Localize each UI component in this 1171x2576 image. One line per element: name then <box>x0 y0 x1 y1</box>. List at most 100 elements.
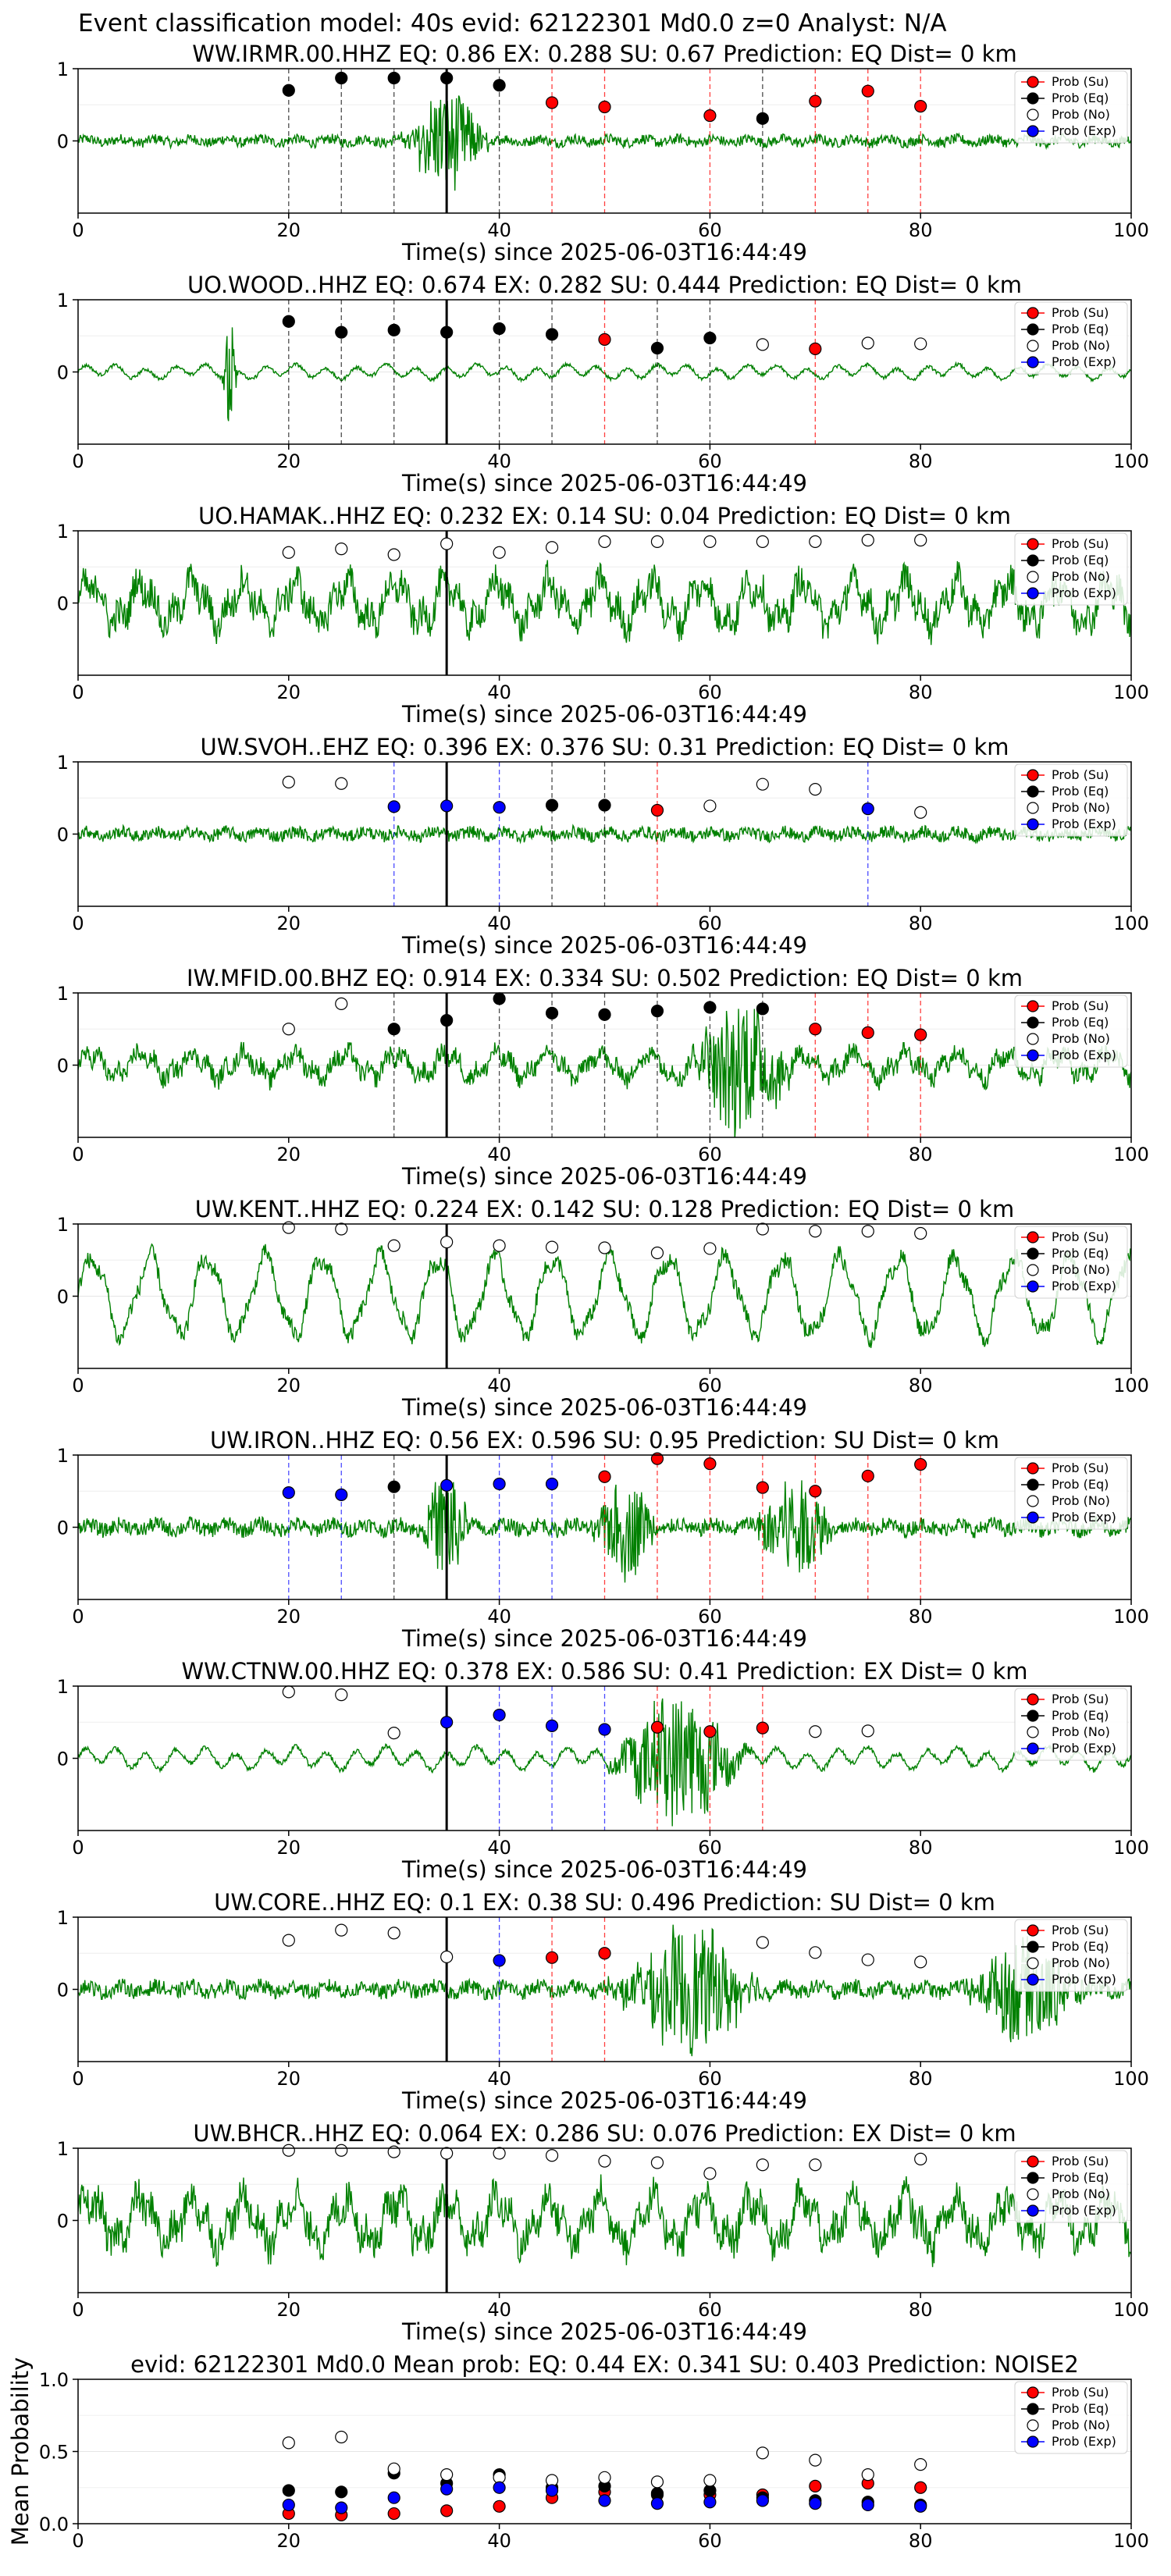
prob-point-no <box>493 1239 506 1252</box>
legend-marker-exp <box>1027 2204 1039 2217</box>
prob-point-no <box>282 1221 295 1234</box>
y-tick-label: 1 <box>57 1907 69 1929</box>
y-tick-label: 0 <box>57 593 69 615</box>
waveform-trace <box>78 1243 1131 1348</box>
y-axis-label: Mean Probability <box>7 2357 34 2546</box>
legend-box <box>1014 763 1128 837</box>
legend-label-su: Prob (Su) <box>1052 767 1109 782</box>
prob-point-su <box>809 94 822 108</box>
prob-point-no <box>387 1239 400 1252</box>
legend: Prob (Su)Prob (Eq)Prob (No)Prob (Exp) <box>1014 1919 1128 1992</box>
prob-point-eq <box>756 1002 769 1016</box>
prob-point-exp <box>598 1723 611 1736</box>
legend-marker-eq <box>1027 1941 1039 1953</box>
prob-point-no <box>335 1222 348 1236</box>
prob-point-su <box>545 1951 559 1964</box>
legend-marker-exp <box>1027 818 1039 831</box>
mean-point-exp <box>440 2482 454 2496</box>
x-tick-label: 20 <box>277 219 301 241</box>
prob-point-no <box>703 2167 717 2180</box>
prob-point-eq <box>493 992 506 1005</box>
panel-title: evid: 62122301 Md0.0 Mean prob: EQ: 0.44… <box>130 2351 1079 2378</box>
legend-marker-exp <box>1027 1511 1039 1524</box>
x-tick-label: 40 <box>487 219 511 241</box>
x-tick-label: 0 <box>72 219 84 241</box>
x-tick-label: 20 <box>277 2299 301 2321</box>
x-tick-label: 80 <box>909 913 933 934</box>
prob-point-no <box>809 535 822 548</box>
prob-point-eq <box>335 71 348 85</box>
legend-label-eq: Prob (Eq) <box>1052 553 1109 568</box>
y-tick-label: 1 <box>57 521 69 543</box>
legend-label-no: Prob (No) <box>1052 1724 1110 1739</box>
x-tick-label: 0 <box>72 2068 84 2090</box>
legend-label-su: Prob (Su) <box>1052 2154 1109 2169</box>
prob-point-eq <box>650 1005 664 1018</box>
x-tick-label: 60 <box>698 2299 722 2321</box>
x-tick-label: 60 <box>698 2530 722 2552</box>
waveform-trace <box>78 1698 1131 1827</box>
prob-point-eq <box>545 328 559 341</box>
prob-point-no <box>650 535 664 548</box>
legend-marker-eq <box>1027 1710 1039 1722</box>
legend-label-su: Prob (Su) <box>1052 74 1109 89</box>
legend-label-eq: Prob (Eq) <box>1052 1939 1109 1954</box>
y-tick-label: 0 <box>57 131 69 153</box>
prob-point-eq <box>282 315 295 328</box>
legend: Prob (Su)Prob (Eq)Prob (No)Prob (Exp) <box>1014 532 1128 606</box>
prob-point-exp <box>282 1485 295 1500</box>
panel-title: UW.KENT..HHZ EQ: 0.224 EX: 0.142 SU: 0.1… <box>195 1196 1014 1222</box>
prob-point-no <box>756 1936 769 1949</box>
prob-point-su <box>598 100 611 114</box>
plot-area <box>78 1917 1131 2062</box>
x-axis-label: Time(s) since 2025-06-03T16:44:49 <box>401 701 807 728</box>
panel-title: WW.IRMR.00.HHZ EQ: 0.86 EX: 0.288 SU: 0.… <box>192 41 1016 67</box>
x-tick-label: 20 <box>277 1606 301 1628</box>
panel-title: UW.BHCR..HHZ EQ: 0.064 EX: 0.286 SU: 0.0… <box>193 2120 1016 2147</box>
panel-title: UW.IRON..HHZ EQ: 0.56 EX: 0.596 SU: 0.95… <box>210 1427 999 1453</box>
x-tick-label: 20 <box>277 1144 301 1165</box>
prob-point-exp <box>493 1954 506 1967</box>
legend-marker-su <box>1027 769 1039 781</box>
legend-label-eq: Prob (Eq) <box>1052 784 1109 799</box>
legend-label-eq: Prob (Eq) <box>1052 1477 1109 1492</box>
prob-point-eq <box>493 79 506 92</box>
prob-point-no <box>282 1685 295 1699</box>
legend-label-exp: Prob (Exp) <box>1052 817 1116 831</box>
legend-marker-su <box>1027 2155 1039 2168</box>
prob-point-eq <box>598 799 611 812</box>
legend-marker-exp <box>1027 2435 1039 2448</box>
x-tick-label: 0 <box>72 681 84 703</box>
prob-point-su <box>809 342 822 355</box>
prob-point-no <box>335 1923 348 1937</box>
prob-point-exp <box>545 1719 559 1732</box>
legend-marker-eq <box>1027 92 1039 105</box>
mean-point-no <box>914 2458 927 2471</box>
x-tick-label: 80 <box>909 681 933 703</box>
prob-point-no <box>598 1241 611 1254</box>
prob-point-no <box>809 1725 822 1738</box>
prob-point-no <box>861 1953 874 1966</box>
legend-marker-no <box>1027 109 1039 121</box>
y-tick-label: 1 <box>57 2138 69 2160</box>
prob-point-no <box>335 2144 348 2157</box>
prob-point-no <box>387 2145 400 2158</box>
legend: Prob (Su)Prob (Eq)Prob (No)Prob (Exp) <box>1014 2150 1128 2223</box>
prob-point-no <box>598 535 611 548</box>
prob-point-no <box>440 537 454 550</box>
mean-point-su <box>493 2500 506 2513</box>
prob-point-exp <box>493 801 506 814</box>
prob-point-eq <box>703 1001 717 1014</box>
legend-box <box>1014 994 1128 1068</box>
prob-point-exp <box>493 1477 506 1491</box>
panel-uw-bhcr--hhz: UW.BHCR..HHZ EQ: 0.064 EX: 0.286 SU: 0.0… <box>57 2120 1149 2345</box>
legend-box <box>1014 70 1128 144</box>
legend-marker-eq <box>1027 2172 1039 2184</box>
legend-label-exp: Prob (Exp) <box>1052 1510 1116 1525</box>
plot-area <box>78 69 1131 213</box>
x-tick-label: 40 <box>487 1144 511 1165</box>
legend-label-exp: Prob (Exp) <box>1052 123 1116 138</box>
x-axis-label: Time(s) since 2025-06-03T16:44:49 <box>401 239 807 265</box>
